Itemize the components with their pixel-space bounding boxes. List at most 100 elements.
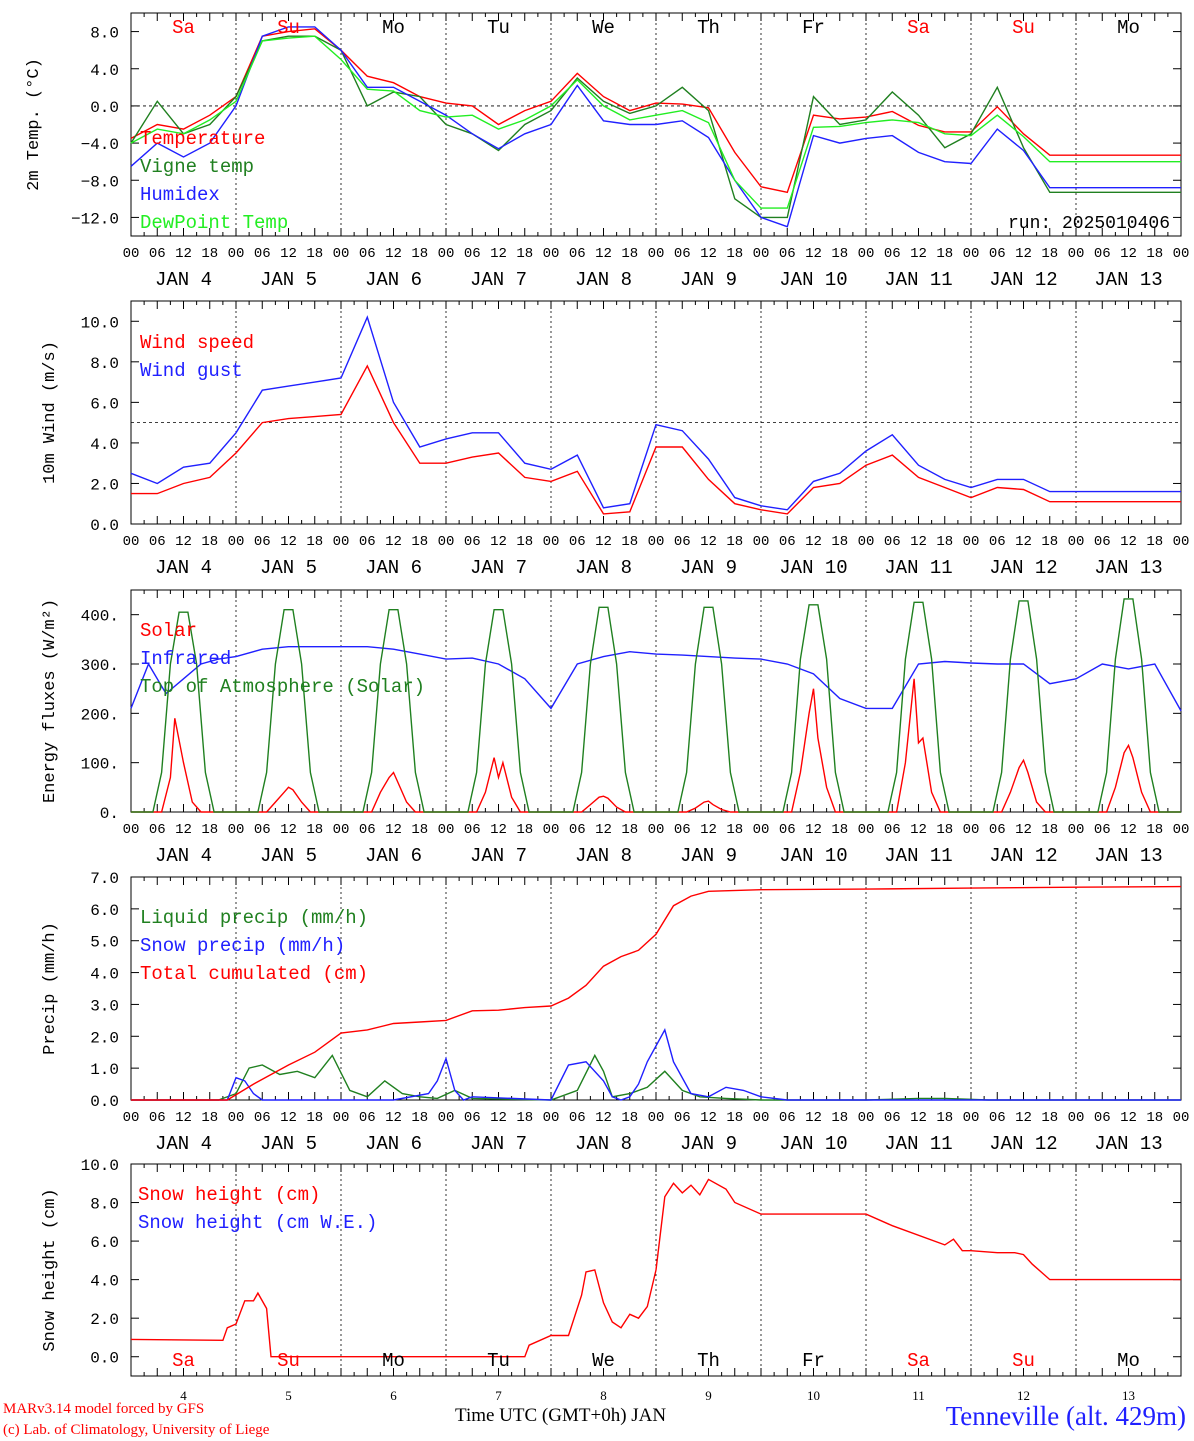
day-label: Sa (907, 17, 930, 39)
hour-tick-label: 12 (595, 1110, 612, 1126)
date-label: JAN 6 (365, 269, 422, 291)
hour-tick-label: 06 (884, 246, 901, 262)
hour-tick-label: 00 (648, 822, 665, 838)
day-label: Th (697, 17, 720, 39)
hour-tick-label: 12 (175, 822, 192, 838)
hour-tick-label: 18 (1146, 822, 1163, 838)
date-label: JAN 7 (470, 845, 527, 867)
hour-tick-label: 06 (989, 534, 1006, 550)
hour-tick-label: 06 (1094, 1110, 1111, 1126)
hour-tick-label: 18 (201, 534, 218, 550)
legend-entry: Temperature (140, 128, 265, 150)
hour-tick-label: 00 (1068, 534, 1085, 550)
credit-line-2: (c) Lab. of Climatology, University of L… (3, 1422, 270, 1438)
y-tick-label: 0.0 (90, 1093, 119, 1111)
hour-tick-label: 06 (674, 822, 691, 838)
day-label: Mo (382, 1350, 405, 1372)
hour-tick-label: 12 (490, 246, 507, 262)
hour-tick-label: 12 (1120, 534, 1137, 550)
hour-tick-label: 00 (228, 1110, 245, 1126)
hour-tick-label: 12 (700, 1110, 717, 1126)
legend-entry: DewPoint Temp (140, 212, 288, 234)
date-label: JAN 4 (155, 557, 212, 579)
legend-entry: Top of Atmosphere (Solar) (140, 676, 425, 698)
hour-tick-label: 06 (1094, 822, 1111, 838)
hour-tick-label: 06 (989, 822, 1006, 838)
hour-tick-label: 12 (1015, 1110, 1032, 1126)
hour-tick-label: 06 (254, 1110, 271, 1126)
legend-entry: Solar (140, 620, 197, 642)
date-label: JAN 4 (155, 1133, 212, 1155)
y-tick-label: 2.0 (90, 1029, 119, 1047)
hour-tick-label: 00 (1173, 534, 1190, 550)
model-credit: MARv3.14 model forced by GFS (c) Lab. of… (3, 1399, 269, 1441)
hour-tick-label: 12 (1015, 246, 1032, 262)
y-tick-label: 2.0 (90, 1311, 119, 1329)
hour-tick-label: 12 (385, 534, 402, 550)
panel-2: 10.0 8.0 6.0 4.0 2.0 0.0 10m Wind (m/s) Wind sp… (41, 300, 1190, 579)
panel-1: 8.0 4.0 0.0 −4.0 −8.0 −12.0 2m Temp. (°C) Tempe… (25, 12, 1189, 291)
hour-tick-label: 18 (1041, 534, 1058, 550)
hour-tick-label: 12 (280, 246, 297, 262)
hour-tick-label: 12 (805, 534, 822, 550)
day-label: Mo (1117, 1350, 1140, 1372)
date-label: JAN 8 (575, 557, 632, 579)
date-label: JAN 11 (884, 845, 952, 867)
credit-line-1: MARv3.14 model forced by GFS (3, 1401, 205, 1417)
hour-tick-label: 00 (963, 534, 980, 550)
date-label: JAN 9 (680, 557, 737, 579)
hour-tick-label: 06 (674, 246, 691, 262)
hour-tick-label: 12 (805, 1110, 822, 1126)
hour-tick-label: 18 (621, 246, 638, 262)
y-tick-label: 0.0 (90, 517, 119, 535)
hour-tick-label: 18 (516, 246, 533, 262)
legend-entry: Snow height (cm W.E.) (138, 1212, 377, 1234)
y-tick-label: 8.0 (90, 1196, 119, 1214)
date-label: JAN 7 (470, 1133, 527, 1155)
legend-entry: Wind gust (140, 360, 243, 382)
y-tick-label: 4.0 (90, 1273, 119, 1291)
hour-tick-label: 12 (910, 246, 927, 262)
hour-tick-label: 00 (333, 822, 350, 838)
hour-tick-label: 00 (123, 534, 140, 550)
hour-tick-label: 12 (700, 534, 717, 550)
station-label: Tenneville (alt. 429m) (945, 1401, 1186, 1431)
hour-tick-label: 18 (411, 1110, 428, 1126)
hour-tick-label: 00 (228, 246, 245, 262)
hour-tick-label: 18 (201, 1110, 218, 1126)
hour-tick-label: 00 (753, 534, 770, 550)
y-tick-label: 10.0 (81, 1157, 119, 1175)
y-tick-label: −12.0 (71, 210, 119, 228)
date-label: JAN 6 (365, 845, 422, 867)
legend-entry: Liquid precip (mm/h) (140, 907, 368, 929)
legend-entry: Infrared (140, 648, 231, 670)
day-label: Sa (907, 1350, 930, 1372)
hour-tick-label: 12 (1120, 822, 1137, 838)
hour-tick-label: 06 (884, 822, 901, 838)
hour-tick-label: 18 (306, 534, 323, 550)
run-label: run: 2025010406 (1008, 214, 1170, 234)
date-label: JAN 13 (1094, 845, 1162, 867)
hour-tick-label: 18 (831, 534, 848, 550)
day-label: Mo (382, 17, 405, 39)
hour-tick-label: 12 (385, 822, 402, 838)
y-tick-label: 6.0 (90, 395, 119, 413)
hour-tick-label: 12 (910, 534, 927, 550)
day-label: Fr (802, 1350, 825, 1372)
hour-tick-label: 00 (648, 1110, 665, 1126)
date-label: JAN 5 (260, 845, 317, 867)
legend-entry: Humidex (140, 184, 220, 206)
y-tick-label: 5.0 (90, 934, 119, 952)
hour-tick-label: 12 (280, 1110, 297, 1126)
hour-tick-label: 18 (306, 246, 323, 262)
day-label: Su (277, 1350, 300, 1372)
hour-tick-label: 00 (333, 246, 350, 262)
hour-tick-label: 18 (831, 1110, 848, 1126)
y-tick-label: 4.0 (90, 966, 119, 984)
date-label: JAN 6 (365, 557, 422, 579)
hour-tick-label: 12 (490, 1110, 507, 1126)
day-label: Su (277, 17, 300, 39)
date-label: JAN 12 (989, 845, 1057, 867)
hour-tick-label: 06 (674, 534, 691, 550)
date-label: JAN 7 (470, 269, 527, 291)
